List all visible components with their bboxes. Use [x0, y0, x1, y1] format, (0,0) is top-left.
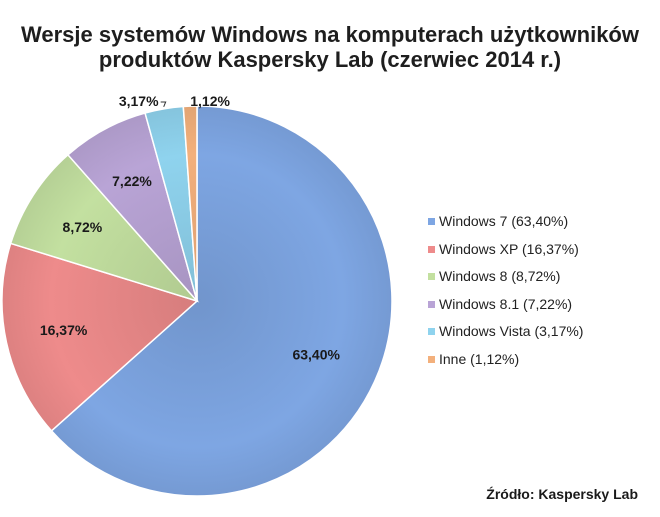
data-label: 1,12%	[190, 93, 230, 109]
data-label: 3,17%	[119, 93, 159, 109]
legend-swatch	[428, 245, 435, 253]
source-note: Źródło: Kaspersky Lab	[486, 486, 638, 502]
pie-slice-windows-7	[50, 105, 393, 497]
legend: Windows 7 (63,40%) Windows XP (16,37%) Win…	[428, 208, 583, 373]
legend-swatch	[428, 273, 435, 281]
pie-slice-windows-xp	[1, 242, 199, 432]
chart-title: Wersje systemów Windows na komputerach u…	[0, 22, 660, 72]
pie-slice-windows-8	[9, 153, 200, 303]
chart-title-line-1: Wersje systemów Windows na komputerach u…	[21, 22, 639, 47]
legend-label: Windows XP (16,37%)	[439, 240, 579, 257]
legend-label: Windows 8.1 (7,22%)	[439, 295, 573, 312]
legend-label: Windows 7 (63,40%)	[439, 213, 569, 229]
legend-item: Windows XP (16,37%)	[428, 236, 583, 264]
legend-label: Windows 8 (8,72%)	[439, 268, 561, 284]
pie-slice-inne	[182, 105, 198, 302]
data-label: 63,40%	[292, 346, 340, 362]
label-leader-line	[160, 101, 167, 107]
legend-item: Windows 7 (63,40%)	[428, 208, 583, 236]
legend-swatch	[428, 218, 435, 226]
data-label: 7,22%	[112, 173, 152, 189]
data-label: 8,72%	[63, 219, 103, 235]
legend-swatch	[428, 328, 435, 336]
legend-item: Windows 8 (8,72%)	[428, 263, 583, 291]
data-label: 16,37%	[40, 322, 88, 338]
legend-swatch	[428, 355, 435, 363]
legend-item: Inne (1,12%)	[428, 346, 583, 374]
legend-label: Windows Vista (3,17%)	[439, 323, 584, 339]
legend-label: Inne (1,12%)	[439, 350, 520, 367]
chart-title-line-2: produktów Kaspersky Lab (czerwiec 2014 r…	[98, 47, 562, 72]
legend-item: Windows Vista (3,17%)	[428, 318, 583, 346]
legend-swatch	[428, 300, 435, 308]
legend-item: Windows 8.1 (7,22%)	[428, 291, 583, 319]
